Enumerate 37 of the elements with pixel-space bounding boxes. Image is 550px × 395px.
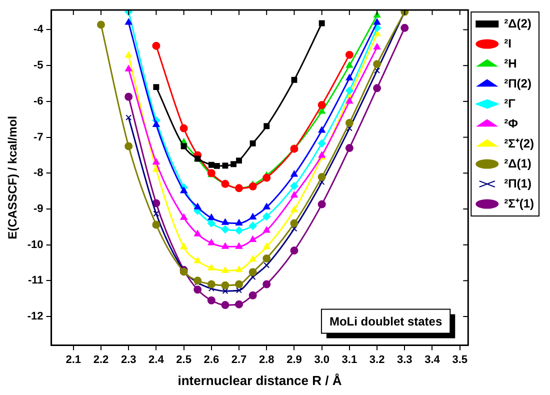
x-tick-label: 3.1 (342, 354, 358, 366)
x-tick-label: 2.8 (258, 354, 274, 366)
y-axis-title: E(CASSCF) / kcal/mol (6, 116, 20, 240)
y-tick-label: -9 (34, 203, 44, 215)
x-tick-label: 2.4 (148, 354, 165, 366)
x-tick-label: 3.5 (452, 354, 468, 366)
y-tick-label: -10 (27, 238, 44, 251)
legend-label: ²Σ⁺(2) (504, 136, 534, 150)
legend-label: ²Π(2) (504, 76, 532, 90)
x-tick-label: 3.4 (424, 354, 441, 366)
legend-label: ²Δ(2) (504, 16, 532, 30)
y-tick-label: -11 (28, 274, 44, 287)
x-tick-label: 3.3 (396, 354, 412, 366)
y-tick-label: -8 (34, 167, 44, 180)
legend-label: ²Γ (504, 96, 516, 110)
x-tick-label: 2.9 (286, 354, 302, 366)
x-tick-label: 2.2 (93, 354, 109, 366)
y-tick-label: -5 (34, 60, 44, 72)
x-tick-label: 3.2 (369, 354, 385, 366)
x-tick-label: 2.6 (204, 354, 220, 366)
legend-label: ²Π(1) (504, 176, 532, 190)
x-tick-label: 2.1 (66, 354, 82, 366)
y-tick-label: -7 (34, 131, 44, 144)
y-tick-label: -6 (34, 95, 44, 108)
legend-label: ²Σ⁺(1) (504, 196, 534, 210)
x-tick-label: 3.0 (314, 354, 330, 366)
y-tick-label: -12 (27, 310, 44, 323)
x-axis-title: internuclear distance R / Å (178, 372, 342, 388)
legend-label: ²I (504, 36, 512, 50)
y-tick-label: -4 (34, 24, 44, 36)
annotation: MoLi doublet states (329, 314, 442, 329)
legend-label: ²Φ (504, 116, 518, 130)
x-tick-label: 2.7 (231, 354, 247, 366)
x-tick-label: 2.3 (120, 354, 136, 366)
legend-label: ²H (504, 56, 517, 70)
legend-label: ²Δ(1) (504, 156, 532, 170)
x-tick-label: 2.5 (176, 354, 192, 366)
